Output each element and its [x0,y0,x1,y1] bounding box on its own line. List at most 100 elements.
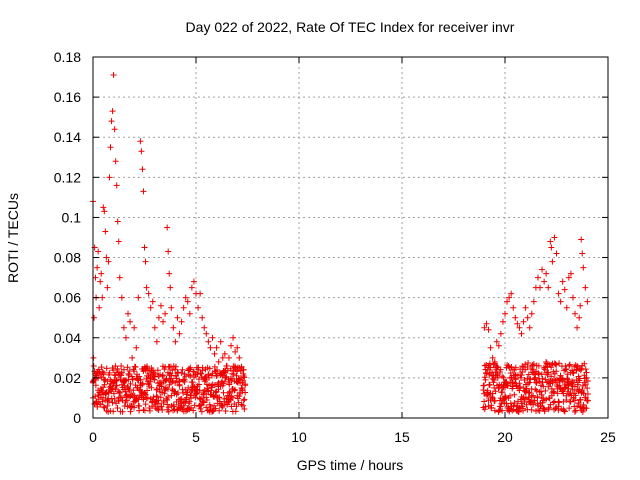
data-point [185,365,192,372]
data-point [167,284,174,291]
data-point [545,284,552,291]
data-point [205,387,212,394]
data-point [157,394,164,401]
data-point [91,376,98,383]
data-point [239,386,246,393]
data-point [567,270,574,277]
data-point [178,395,185,402]
data-point [528,393,535,400]
data-point [504,298,511,305]
data-point [158,383,165,390]
data-point [566,405,573,412]
data-point [175,389,182,396]
data-point [118,362,125,369]
data-point [489,394,496,401]
data-point [189,379,196,386]
data-point [106,174,113,181]
data-point [116,389,123,396]
data-point [487,364,494,371]
data-point [121,366,128,373]
data-point [162,310,169,317]
data-point [110,367,117,374]
data-point [135,294,142,301]
data-point [535,369,542,376]
data-point [180,377,187,384]
data-point [572,310,579,317]
data-point [155,397,162,404]
data-point [548,364,555,371]
data-point [185,384,192,391]
data-point [190,278,197,285]
data-point [169,367,176,374]
data-point [551,389,558,396]
data-point [584,397,591,404]
data-point [224,399,231,406]
data-point [115,398,122,405]
data-point [530,360,537,367]
data-point [528,406,535,413]
data-point [507,369,514,376]
data-point [555,407,562,414]
data-point [197,405,204,412]
data-point [525,359,532,366]
data-point [186,406,193,413]
data-point [106,369,113,376]
data-point [211,382,218,389]
data-point [159,372,166,379]
data-point [97,278,104,285]
data-point [547,238,554,245]
data-point [205,371,212,378]
data-point [110,390,117,397]
data-point [100,369,107,376]
data-point [226,381,233,388]
data-point [170,401,177,408]
data-point [571,408,578,415]
data-point [572,392,579,399]
data-point [125,370,132,377]
data-point [565,274,572,281]
data-point [179,366,186,373]
data-point [561,407,568,414]
data-point [132,364,139,371]
data-point [517,374,524,381]
data-point [553,368,560,375]
data-point [242,381,249,388]
data-point [200,398,207,405]
data-point [197,290,204,297]
data-point [98,364,105,371]
data-point [499,407,506,414]
data-point [524,363,531,370]
data-point [525,389,532,396]
data-point [192,394,199,401]
data-point [550,388,557,395]
data-point [94,264,101,271]
data-point [482,376,489,383]
data-point [527,366,534,373]
y-tick-label: 0.02 [54,370,81,386]
data-point [537,284,544,291]
data-point [193,390,200,397]
data-point [158,403,165,410]
data-point [188,388,195,395]
data-point [542,376,549,383]
data-point [496,406,503,413]
data-point [238,364,245,371]
data-point [109,108,116,115]
data-point [504,382,511,389]
data-point [157,302,164,309]
data-point [534,393,541,400]
data-point [187,372,194,379]
data-point [180,304,187,311]
data-point [113,382,120,389]
data-point [153,338,160,345]
data-point [120,324,127,331]
data-point [545,404,552,411]
data-point [239,402,246,409]
data-point [100,204,107,211]
data-point [576,375,583,382]
data-point [531,397,538,404]
y-tick-label: 0.12 [54,169,81,185]
data-point [231,387,238,394]
data-point [526,379,533,386]
data-point [576,386,583,393]
